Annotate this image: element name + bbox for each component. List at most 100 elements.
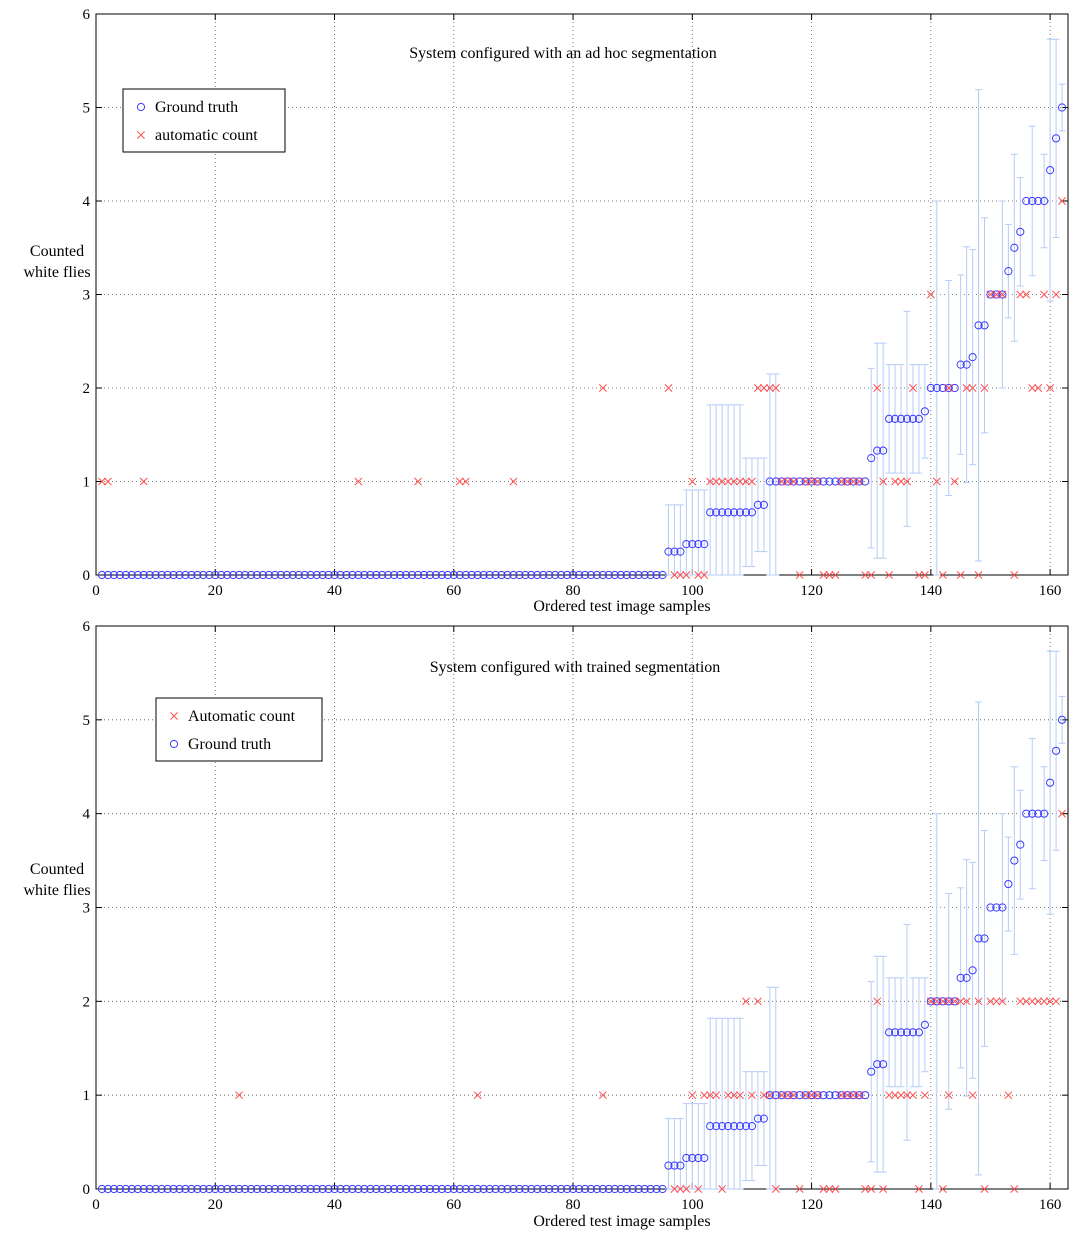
chart-title: System configured with trained segmentat… — [430, 659, 721, 676]
data-point-x — [682, 571, 691, 579]
data-point-circle — [682, 540, 691, 549]
data-point-circle — [974, 934, 983, 943]
data-point-circle — [503, 570, 512, 580]
data-point-x — [688, 1091, 697, 1100]
data-point-circle — [825, 1091, 834, 1100]
data-point-circle — [300, 1184, 309, 1194]
data-point-circle — [515, 1184, 524, 1194]
data-point-circle — [867, 454, 876, 463]
x-axis-label: Ordered test image samples — [533, 598, 710, 615]
data-point-circle — [986, 290, 995, 299]
data-point-circle — [723, 1122, 733, 1131]
data-point-circle — [223, 570, 232, 580]
data-point-x — [998, 290, 1007, 299]
data-point-circle — [819, 477, 828, 486]
data-point-circle — [175, 1184, 184, 1194]
data-point-x — [825, 571, 834, 579]
data-point-circle — [1046, 778, 1055, 787]
data-point-circle — [193, 1184, 202, 1194]
data-point-circle — [837, 477, 846, 486]
y-tick-label: 4 — [83, 807, 91, 823]
data-point-circle — [330, 1184, 339, 1194]
data-point-circle — [318, 1184, 327, 1194]
data-point-x — [414, 477, 422, 486]
data-point-x — [819, 1185, 828, 1193]
data-point-circle — [318, 570, 327, 580]
data-point-x — [1016, 997, 1025, 1006]
x-tick-label: 60 — [446, 1197, 461, 1213]
data-point-circle — [252, 1184, 262, 1194]
data-point-circle — [169, 570, 178, 580]
y-axis-label: Counted — [30, 861, 84, 878]
data-point-circle — [604, 1184, 613, 1194]
data-point-circle — [109, 570, 118, 580]
data-point-x — [670, 571, 679, 579]
data-point-circle — [604, 570, 613, 580]
data-point-circle — [306, 570, 315, 580]
data-point-circle — [127, 1184, 136, 1194]
data-point-circle — [628, 1184, 637, 1194]
x-tick-label: 140 — [920, 583, 943, 599]
data-point-circle — [300, 570, 309, 580]
data-point-x — [843, 477, 852, 486]
data-point-circle — [998, 903, 1007, 912]
data-point-x — [932, 477, 941, 486]
data-point-circle — [217, 570, 226, 580]
data-point-circle — [360, 1184, 369, 1194]
data-point-circle — [467, 570, 476, 580]
data-point-x — [968, 1091, 977, 1100]
data-point-x — [986, 290, 995, 299]
data-point-circle — [103, 1184, 113, 1194]
data-point-circle — [229, 570, 238, 580]
data-point-circle — [169, 1184, 178, 1194]
data-point-x — [879, 477, 888, 486]
data-point-circle — [819, 1091, 828, 1100]
data-point-x — [730, 1091, 739, 1100]
data-point-circle — [491, 1184, 500, 1194]
data-point-circle — [211, 570, 220, 580]
data-point-circle — [354, 570, 363, 580]
data-point-circle — [574, 1184, 584, 1194]
data-point-circle — [1028, 196, 1037, 206]
data-point-x — [831, 571, 840, 579]
data-point-x — [1058, 809, 1066, 818]
data-point-x — [867, 571, 876, 579]
data-point-x — [998, 997, 1007, 1006]
data-point-circle — [360, 570, 369, 580]
data-point-circle — [384, 570, 393, 580]
data-point-circle — [783, 477, 792, 486]
data-point-circle — [801, 1091, 810, 1100]
data-point-x — [1004, 1091, 1013, 1100]
data-point-circle — [718, 508, 727, 517]
data-point-circle — [771, 477, 780, 486]
chart-title: System configured with an ad hoc segment… — [409, 45, 716, 62]
data-point-circle — [646, 1184, 655, 1194]
data-point-circle — [968, 353, 977, 362]
data-point-circle — [706, 508, 715, 517]
x-tick-label: 80 — [566, 1197, 581, 1213]
data-point-circle — [193, 570, 202, 580]
data-point-circle — [264, 1184, 274, 1194]
x-tick-label: 160 — [1039, 583, 1062, 599]
data-point-circle — [694, 540, 703, 549]
data-point-x — [903, 1091, 911, 1100]
data-point-circle — [1016, 840, 1025, 849]
data-point-x — [235, 1091, 244, 1100]
data-point-circle — [896, 1028, 906, 1037]
data-point-x — [938, 1185, 947, 1193]
x-tick-label: 120 — [800, 1197, 823, 1213]
data-point-x — [807, 1091, 816, 1100]
data-point-circle — [646, 570, 655, 580]
data-point-x — [1046, 997, 1055, 1006]
data-point-x — [914, 1185, 923, 1193]
data-point-circle — [431, 570, 441, 580]
data-point-circle — [157, 1184, 166, 1194]
data-point-circle — [461, 570, 470, 580]
data-point-x — [909, 384, 917, 392]
data-point-circle — [658, 1184, 667, 1194]
data-point-circle — [294, 570, 303, 580]
data-point-circle — [133, 570, 142, 580]
data-point-circle — [825, 477, 834, 486]
data-point-circle — [783, 1091, 792, 1100]
data-point-x — [598, 1091, 607, 1100]
